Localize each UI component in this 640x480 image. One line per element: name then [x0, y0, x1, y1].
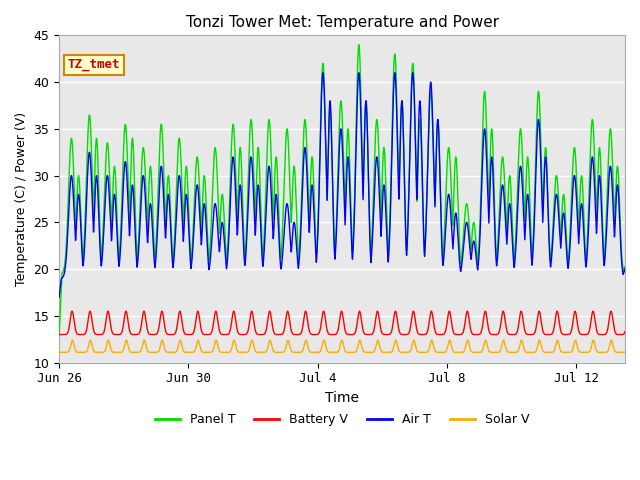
Air T — [136, 216, 144, 222]
Solar V — [136, 348, 144, 354]
Air T — [455, 248, 463, 254]
Air T — [409, 70, 417, 76]
Y-axis label: Temperature (C) / Power (V): Temperature (C) / Power (V) — [15, 112, 28, 286]
Battery V — [554, 311, 562, 317]
Line: Panel T: Panel T — [59, 45, 625, 335]
Title: Tonzi Tower Met: Temperature and Power: Tonzi Tower Met: Temperature and Power — [186, 15, 499, 30]
Line: Battery V: Battery V — [59, 311, 625, 335]
Battery V — [621, 329, 629, 335]
Panel T — [263, 152, 271, 158]
Air T — [557, 234, 565, 240]
Line: Air T: Air T — [59, 73, 625, 297]
Air T — [621, 266, 629, 272]
Battery V — [263, 323, 271, 329]
Solar V — [356, 337, 364, 343]
Panel T — [557, 220, 565, 226]
Air T — [55, 294, 63, 300]
Battery V — [392, 308, 399, 314]
Battery V — [557, 330, 565, 336]
X-axis label: Time: Time — [325, 391, 359, 405]
Panel T — [356, 64, 364, 70]
Battery V — [455, 332, 463, 337]
Battery V — [55, 332, 63, 337]
Air T — [554, 204, 562, 209]
Solar V — [86, 337, 94, 343]
Panel T — [355, 42, 363, 48]
Air T — [356, 84, 364, 89]
Solar V — [554, 338, 562, 344]
Solar V — [55, 349, 63, 355]
Solar V — [621, 349, 629, 355]
Line: Solar V: Solar V — [59, 340, 625, 352]
Panel T — [554, 187, 562, 192]
Panel T — [136, 198, 144, 204]
Solar V — [455, 349, 463, 355]
Battery V — [136, 328, 144, 334]
Air T — [263, 189, 271, 195]
Legend: Panel T, Battery V, Air T, Solar V: Panel T, Battery V, Air T, Solar V — [150, 408, 534, 431]
Solar V — [557, 349, 565, 355]
Solar V — [263, 347, 271, 353]
Text: TZ_tmet: TZ_tmet — [68, 59, 120, 72]
Panel T — [55, 332, 63, 337]
Panel T — [621, 264, 629, 269]
Panel T — [455, 222, 463, 228]
Battery V — [356, 309, 364, 314]
